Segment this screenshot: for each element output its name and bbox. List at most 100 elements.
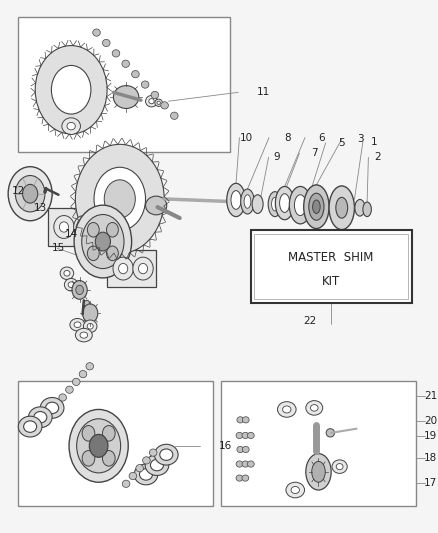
Text: 1: 1 xyxy=(370,137,377,147)
Text: 10: 10 xyxy=(240,133,253,143)
Text: 6: 6 xyxy=(318,133,325,143)
Ellipse shape xyxy=(80,332,88,338)
Text: 19: 19 xyxy=(423,431,436,441)
Ellipse shape xyxy=(129,472,136,480)
Ellipse shape xyxy=(139,469,152,480)
Ellipse shape xyxy=(155,99,162,107)
Bar xyxy=(107,250,155,287)
Ellipse shape xyxy=(331,460,346,473)
Ellipse shape xyxy=(104,180,135,218)
Ellipse shape xyxy=(79,370,87,378)
Ellipse shape xyxy=(72,378,80,385)
Ellipse shape xyxy=(70,319,85,331)
Ellipse shape xyxy=(82,450,95,466)
Ellipse shape xyxy=(106,222,118,237)
Ellipse shape xyxy=(311,462,325,482)
Ellipse shape xyxy=(145,455,169,475)
Text: 22: 22 xyxy=(303,316,316,326)
Ellipse shape xyxy=(82,304,98,322)
Ellipse shape xyxy=(142,457,150,464)
Ellipse shape xyxy=(150,459,163,471)
Ellipse shape xyxy=(22,184,38,203)
Ellipse shape xyxy=(290,487,299,494)
Bar xyxy=(18,17,229,152)
Ellipse shape xyxy=(362,202,371,216)
Ellipse shape xyxy=(282,406,290,413)
Ellipse shape xyxy=(74,322,81,327)
Ellipse shape xyxy=(74,215,94,238)
Text: 9: 9 xyxy=(272,152,279,163)
Ellipse shape xyxy=(40,398,64,418)
Ellipse shape xyxy=(145,95,157,107)
Text: 7: 7 xyxy=(310,148,317,158)
Text: 5: 5 xyxy=(338,138,344,148)
Ellipse shape xyxy=(28,407,52,427)
Text: 15: 15 xyxy=(52,243,65,253)
Ellipse shape xyxy=(102,425,115,441)
Ellipse shape xyxy=(241,475,248,481)
Text: 14: 14 xyxy=(64,229,78,239)
Ellipse shape xyxy=(240,189,254,214)
Ellipse shape xyxy=(113,257,133,280)
Ellipse shape xyxy=(113,86,138,109)
Ellipse shape xyxy=(277,402,295,417)
Ellipse shape xyxy=(271,197,278,211)
Ellipse shape xyxy=(72,280,87,299)
Ellipse shape xyxy=(62,118,80,134)
Ellipse shape xyxy=(336,464,342,470)
Ellipse shape xyxy=(46,402,59,414)
Ellipse shape xyxy=(81,214,124,269)
Ellipse shape xyxy=(67,123,75,130)
Ellipse shape xyxy=(18,416,42,437)
Text: 3: 3 xyxy=(357,134,363,144)
Bar xyxy=(221,381,415,506)
Ellipse shape xyxy=(335,197,347,218)
Ellipse shape xyxy=(87,246,99,261)
Ellipse shape xyxy=(106,246,118,261)
Ellipse shape xyxy=(289,187,311,224)
Bar xyxy=(254,235,407,298)
Ellipse shape xyxy=(118,263,127,274)
Bar xyxy=(18,381,212,506)
Ellipse shape xyxy=(247,461,254,467)
Ellipse shape xyxy=(141,81,148,88)
Ellipse shape xyxy=(24,421,36,432)
Ellipse shape xyxy=(122,60,129,67)
Ellipse shape xyxy=(64,270,70,276)
Ellipse shape xyxy=(285,482,304,498)
Ellipse shape xyxy=(242,446,249,453)
Text: KIT: KIT xyxy=(321,274,339,288)
Bar xyxy=(48,208,96,246)
Ellipse shape xyxy=(83,320,97,333)
Text: 12: 12 xyxy=(12,186,25,196)
Ellipse shape xyxy=(92,29,100,36)
Ellipse shape xyxy=(69,409,128,482)
Ellipse shape xyxy=(236,475,242,481)
Ellipse shape xyxy=(59,222,68,232)
Ellipse shape xyxy=(145,196,166,215)
Ellipse shape xyxy=(122,480,130,487)
Text: 13: 13 xyxy=(34,203,47,213)
Ellipse shape xyxy=(279,193,289,213)
Ellipse shape xyxy=(237,446,243,453)
Ellipse shape xyxy=(305,401,322,415)
Text: 21: 21 xyxy=(423,391,436,401)
Text: 20: 20 xyxy=(423,416,436,426)
Ellipse shape xyxy=(247,432,254,439)
Ellipse shape xyxy=(75,328,92,342)
Text: 17: 17 xyxy=(423,478,436,488)
Ellipse shape xyxy=(244,195,250,208)
Ellipse shape xyxy=(102,39,110,46)
Text: 16: 16 xyxy=(219,441,232,451)
Ellipse shape xyxy=(133,257,153,280)
Ellipse shape xyxy=(308,193,323,220)
Ellipse shape xyxy=(64,278,78,291)
Ellipse shape xyxy=(51,66,91,114)
Ellipse shape xyxy=(89,434,108,457)
Text: 11: 11 xyxy=(256,87,269,98)
Ellipse shape xyxy=(82,425,95,441)
Ellipse shape xyxy=(77,419,120,473)
Ellipse shape xyxy=(275,187,293,220)
Ellipse shape xyxy=(75,144,164,254)
Ellipse shape xyxy=(60,267,74,279)
